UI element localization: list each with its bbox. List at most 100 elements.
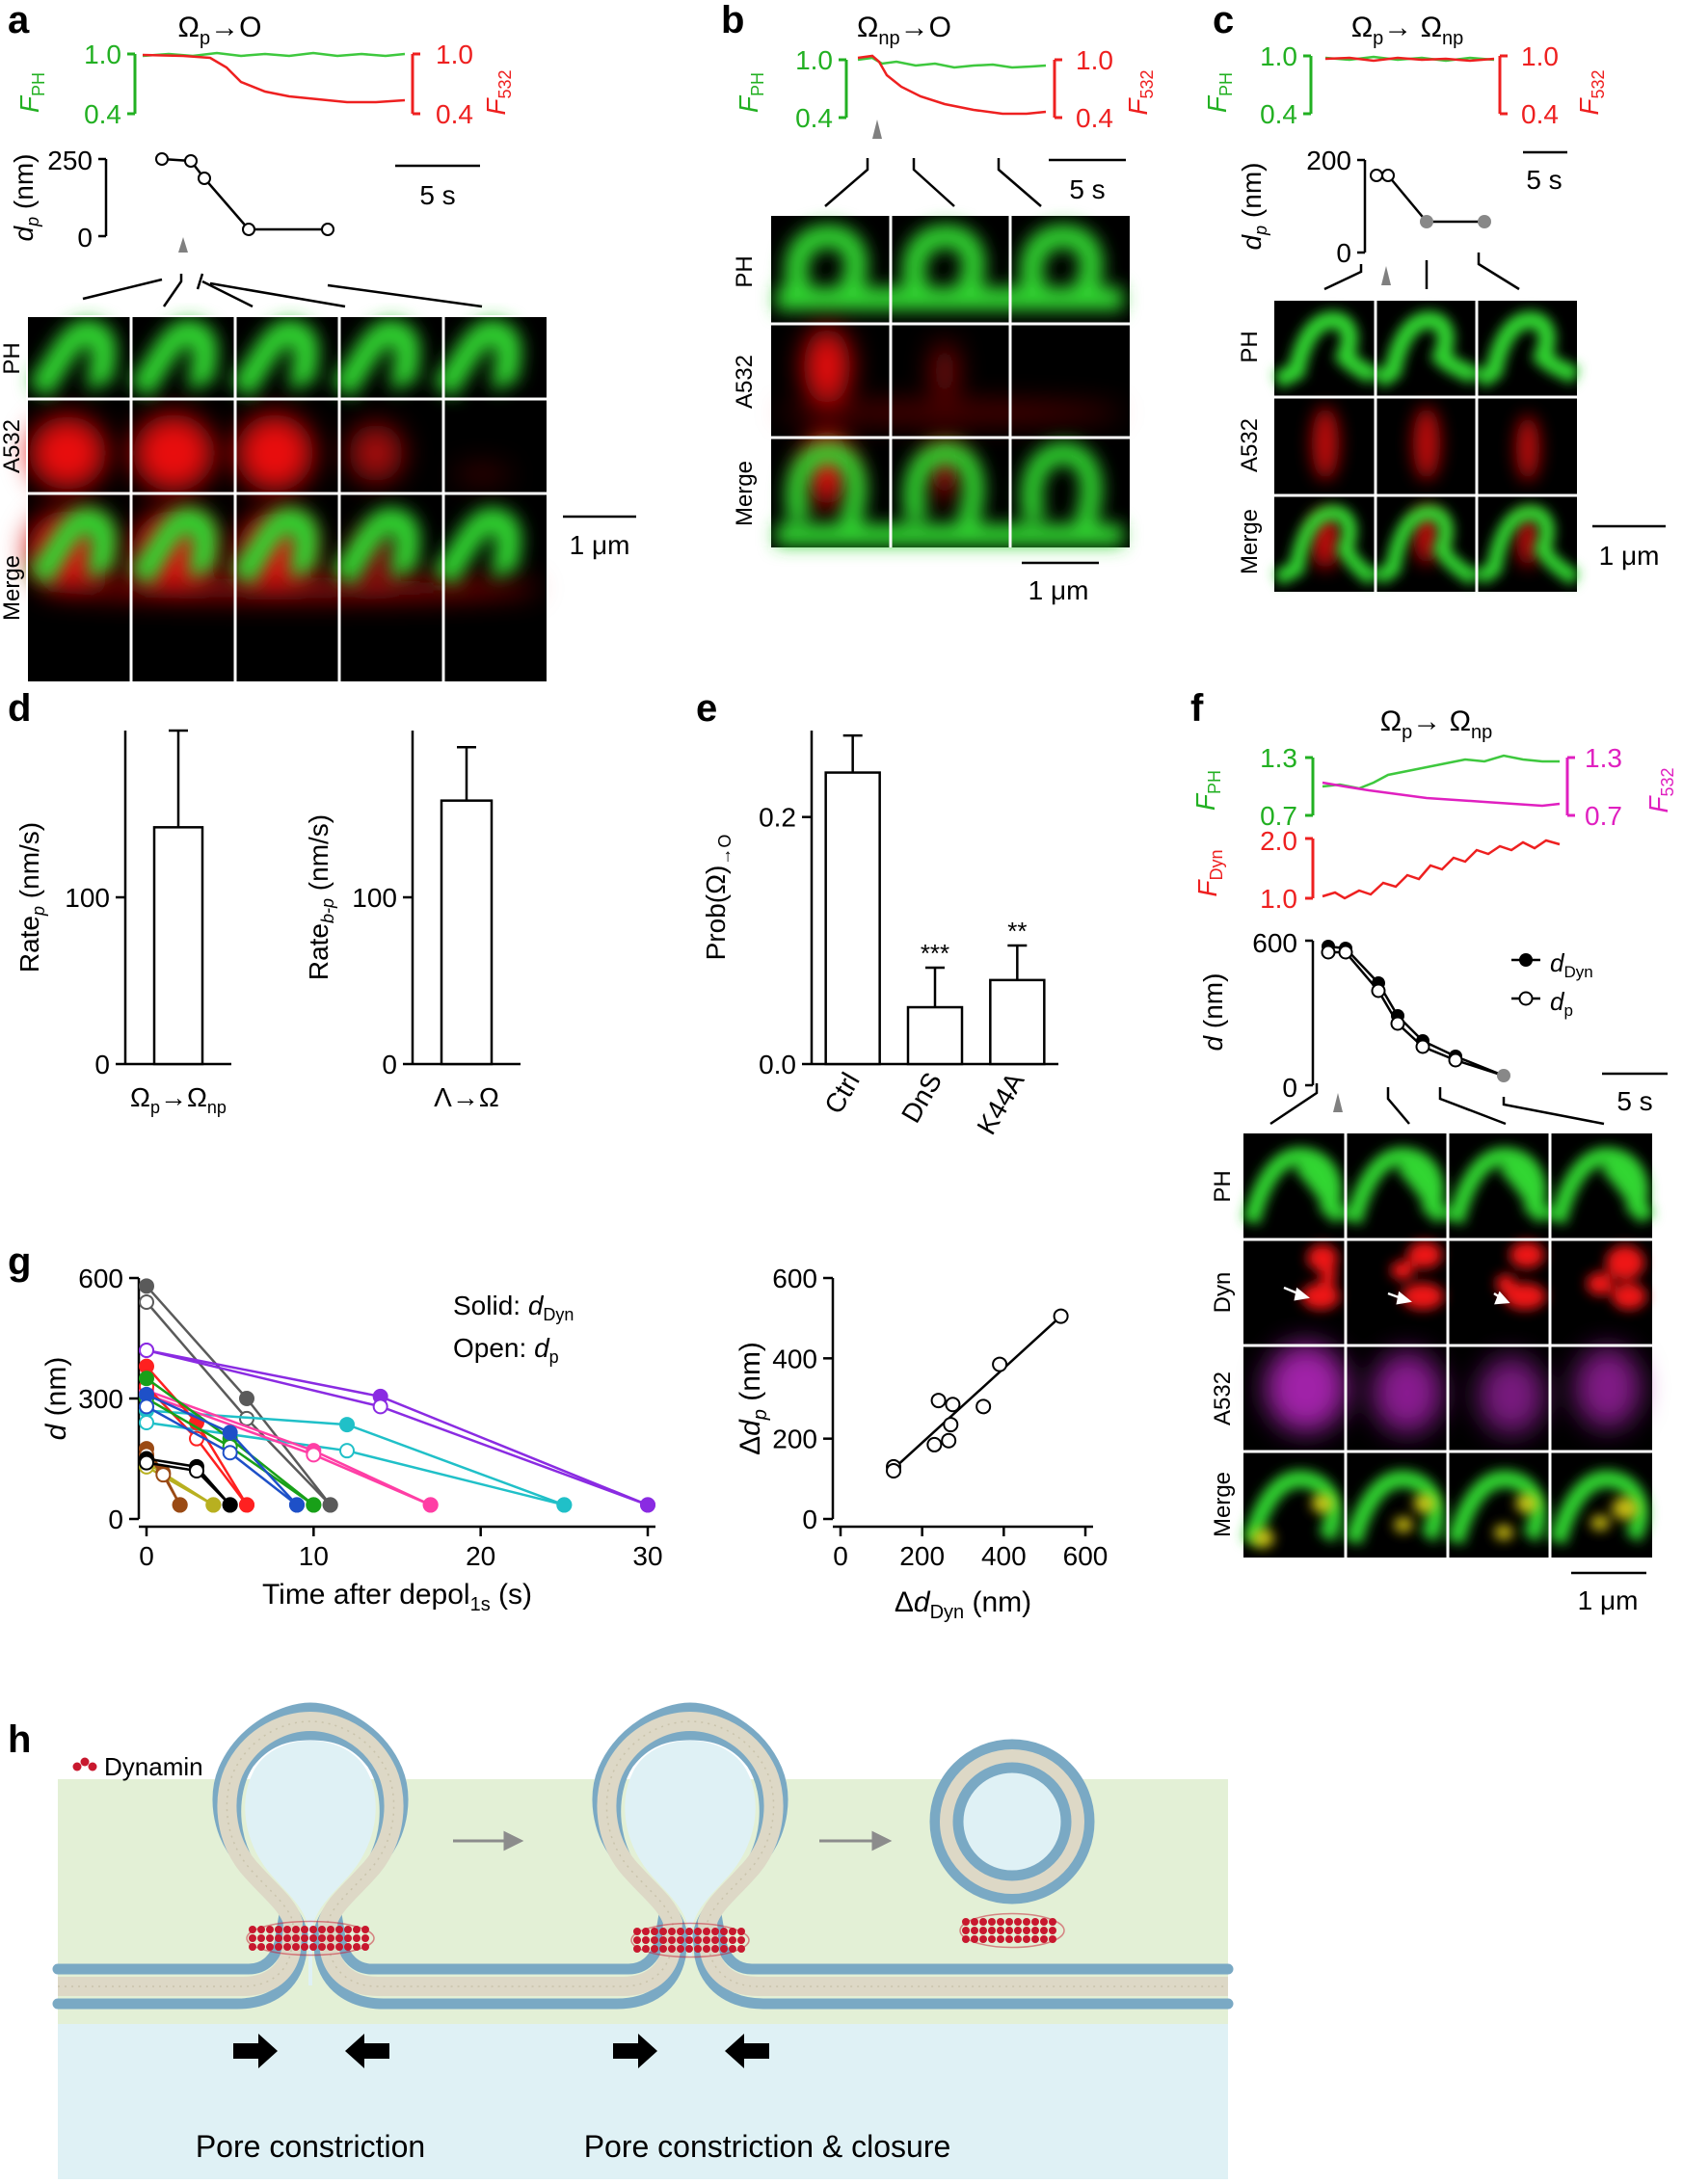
h-membrane — [52, 1702, 1234, 2010]
x-axis-label: ΔdDyn (nm) — [895, 1586, 1031, 1623]
f-legend-dp: dp — [1550, 987, 1573, 1020]
significance-label: ** — [1007, 917, 1027, 946]
c-row-ph: PH — [1237, 331, 1263, 362]
dynamin-dot — [344, 1934, 352, 1942]
y-tick-label: 100 — [352, 883, 397, 913]
f-row-a532: A532 — [1210, 1372, 1236, 1425]
a-f532-label: F532 — [481, 69, 515, 115]
panel-letter-a: a — [8, 0, 30, 41]
panel-letter-f: f — [1190, 687, 1204, 730]
y-tick-label: 300 — [78, 1384, 123, 1414]
x-tick-label: 200 — [899, 1541, 945, 1571]
dynamin-dot — [737, 1936, 745, 1944]
c-dp-tick-200: 200 — [1306, 146, 1351, 175]
h-arrow-right-1 — [233, 2034, 278, 2068]
dynamin-dot — [292, 1934, 300, 1942]
c-scale-time: 5 s — [1526, 165, 1562, 195]
a-right-tick-1: 1.0 — [436, 40, 473, 69]
x-tick-label: DnS — [895, 1068, 948, 1129]
series-7-open-point — [205, 1497, 222, 1513]
series-2-open-point — [139, 1415, 154, 1430]
x-tick-label: 600 — [1063, 1541, 1109, 1571]
f-d-axis-label: d (nm) — [1198, 973, 1228, 1052]
f-left-tick-1: 1.3 — [1260, 743, 1297, 773]
h-dynamin-rings — [246, 1912, 1065, 1958]
f-d-tick-600: 600 — [1252, 928, 1297, 958]
h-arrow-right-2 — [613, 2034, 657, 2068]
panel-c-image-grid — [1272, 301, 1581, 592]
dynamin-dot — [694, 1928, 702, 1935]
scatter-point-8 — [992, 1356, 1008, 1372]
a-left-tick-1: 1.0 — [84, 40, 121, 69]
panel-h: Dynamin Pore constriction Pore constrict… — [52, 1702, 1234, 2179]
dynamin-dot — [344, 1926, 352, 1933]
dynamin-dot — [318, 1943, 326, 1951]
dynamin-dot — [997, 1927, 1004, 1934]
c-fph-label: FPH — [1202, 72, 1236, 113]
dynamin-dot — [1040, 1927, 1048, 1934]
chart-g-left: 0 300 600 0 10 20 30 Time after depol1s (s) d (n… — [40, 1264, 663, 1615]
series-9-open-point — [222, 1497, 238, 1513]
c-right-tick-1: 1.0 — [1521, 41, 1559, 71]
h-legend-dynamin: Dynamin — [104, 1752, 203, 1781]
series-9-open-point — [189, 1463, 204, 1478]
c-left-tick-1: 1.0 — [1260, 41, 1297, 71]
dynamin-dot — [335, 1934, 343, 1942]
scatter-point-7 — [975, 1398, 992, 1415]
chart-d-right: 0 100 Λ→Ω Rateb-p (nm/s) — [304, 731, 521, 1112]
dynamin-dot — [703, 1928, 710, 1935]
dynamin-dot — [318, 1926, 326, 1933]
series-0-solid-point — [239, 1391, 254, 1406]
f-fph-label: FPH — [1190, 770, 1224, 811]
y-axis-label: Rateb-p (nm/s) — [304, 814, 337, 980]
f-row-dyn: Dyn — [1210, 1272, 1236, 1314]
h-released-vesicle — [945, 1754, 1080, 1889]
a-dp-tick-0: 0 — [77, 223, 93, 253]
a-left-tick-2: 0.4 — [84, 99, 121, 129]
dynamin-dot — [335, 1943, 343, 1951]
b-right-tick-2: 0.4 — [1076, 103, 1113, 133]
panel-c: Ωp→ Ωnp 1.0 0.4 FPH 1.0 0.4 F532 5 s 200… — [1202, 12, 1666, 592]
panel-b-title: Ωnp→O — [857, 12, 951, 49]
dynamin-dot — [651, 1945, 658, 1953]
dynamin-dot — [309, 1934, 317, 1942]
panel-b: Ωnp→O 1.0 0.4 FPH 1.0 0.4 F532 5 s — [732, 12, 1157, 605]
dynamin-dot — [1014, 1927, 1022, 1934]
y-tick-label: 100 — [65, 883, 110, 913]
panel-letter-b: b — [721, 0, 744, 41]
dynamin-dot — [266, 1934, 274, 1942]
dynamin-dot — [979, 1927, 987, 1934]
series-6-open-point — [222, 1445, 238, 1461]
b-fph-label: FPH — [734, 72, 767, 113]
h-arrow-left-2 — [725, 2034, 769, 2068]
dynamin-dot — [720, 1945, 728, 1953]
panel-letter-d: d — [8, 687, 31, 730]
y-tick-label: 600 — [78, 1264, 123, 1293]
x-tick-label: 0 — [139, 1541, 154, 1571]
c-dp-tick-0: 0 — [1336, 238, 1351, 268]
dynamin-dot — [668, 1936, 676, 1944]
y-tick-label: 400 — [772, 1344, 817, 1373]
series-1-open-point — [139, 1343, 154, 1358]
x-tick-label: K44A — [971, 1067, 1029, 1139]
dynamin-dot — [1049, 1927, 1056, 1934]
x-tick-label: Λ→Ω — [434, 1082, 499, 1112]
dynamin-dot — [677, 1945, 684, 1953]
f-fdyn-label: FDyn — [1192, 849, 1226, 896]
series-3-open-point — [422, 1497, 439, 1513]
g-legend-solid: Solid: dDyn — [453, 1291, 574, 1324]
dynamin-dot — [703, 1945, 710, 1953]
panel-letter-e: e — [696, 687, 717, 730]
g-legend-open: Open: dp — [453, 1333, 559, 1367]
x-tick-label: 400 — [981, 1541, 1027, 1571]
a-scale-space: 1 μm — [570, 530, 630, 560]
a-row-merge: Merge — [0, 555, 25, 621]
dynamin-dot — [979, 1918, 987, 1926]
c-row-merge: Merge — [1237, 509, 1263, 574]
b-row-merge: Merge — [732, 461, 758, 526]
dynamin-dot — [1023, 1918, 1030, 1926]
scatter-point-4 — [941, 1432, 957, 1449]
dynamin-dot — [292, 1943, 300, 1951]
dynamin-dot — [668, 1945, 676, 1953]
a-scale-time: 5 s — [419, 180, 455, 210]
